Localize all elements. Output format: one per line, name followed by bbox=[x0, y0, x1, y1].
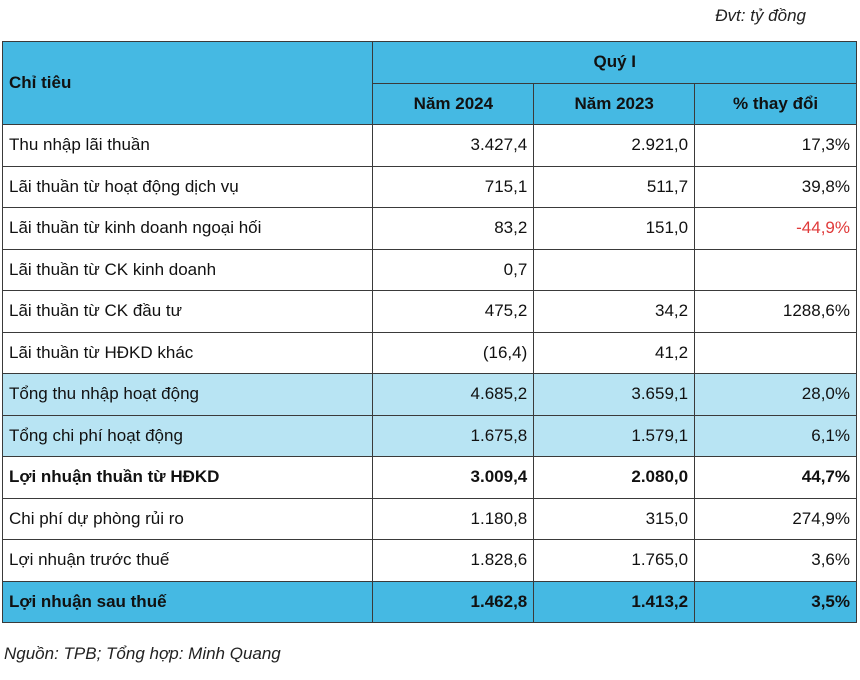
value-change: 44,7% bbox=[694, 456, 857, 499]
row-label: Chi phí dự phòng rủi ro bbox=[1, 497, 374, 540]
value-2024: 475,2 bbox=[372, 290, 535, 333]
row-label: Lợi nhuận sau thuế bbox=[1, 580, 374, 623]
table-row: Lợi nhuận trước thuế 1.828,6 1.765,0 3,6% bbox=[1, 539, 857, 582]
value-2024: (16,4) bbox=[372, 331, 535, 374]
financial-table: Chỉ tiêu Quý I Năm 2024 Năm 2023 % thay … bbox=[1, 41, 857, 623]
value-2024: 1.180,8 bbox=[372, 497, 535, 540]
table-row: Lãi thuần từ HĐKD khác (16,4) 41,2 bbox=[1, 331, 857, 374]
table-row: Thu nhập lãi thuần 3.427,4 2.921,0 17,3% bbox=[1, 124, 857, 167]
row-label: Tổng thu nhập hoạt động bbox=[1, 373, 374, 416]
row-label: Lãi thuần từ CK đầu tư bbox=[1, 290, 374, 333]
value-2024: 83,2 bbox=[372, 207, 535, 250]
value-2023: 315,0 bbox=[533, 497, 696, 540]
header-year-2024: Năm 2024 bbox=[372, 82, 535, 125]
table-row: Lãi thuần từ kinh doanh ngoại hối 83,2 151… bbox=[1, 207, 857, 250]
value-change: 1288,6% bbox=[694, 290, 857, 333]
value-2024: 715,1 bbox=[372, 165, 535, 208]
table-row: Tổng thu nhập hoạt động 4.685,2 3.659,1 28,… bbox=[1, 373, 857, 416]
value-2023: 1.413,2 bbox=[533, 580, 696, 623]
value-2023: 1.579,1 bbox=[533, 414, 696, 457]
value-change: 3,5% bbox=[694, 580, 857, 623]
header-year-2023: Năm 2023 bbox=[533, 82, 696, 125]
value-change: 274,9% bbox=[694, 497, 857, 540]
value-change bbox=[694, 331, 857, 374]
row-label: Thu nhập lãi thuần bbox=[1, 124, 374, 167]
value-2023: 2.080,0 bbox=[533, 456, 696, 499]
row-label: Lãi thuần từ hoạt động dịch vụ bbox=[1, 165, 374, 208]
value-2023: 151,0 bbox=[533, 207, 696, 250]
value-change: -44,9% bbox=[694, 207, 857, 250]
row-label: Lãi thuần từ CK kinh doanh bbox=[1, 248, 374, 291]
value-2023: 1.765,0 bbox=[533, 539, 696, 582]
table-row: Chi phí dự phòng rủi ro 1.180,8 315,0 274,9… bbox=[1, 497, 857, 540]
row-label: Lãi thuần từ HĐKD khác bbox=[1, 331, 374, 374]
value-2023 bbox=[533, 248, 696, 291]
table-row: Lãi thuần từ hoạt động dịch vụ 715,1 511,7… bbox=[1, 165, 857, 208]
row-label: Lợi nhuận trước thuế bbox=[1, 539, 374, 582]
source-note: Nguồn: TPB; Tổng hợp: Minh Quang bbox=[4, 644, 281, 663]
value-2024: 3.427,4 bbox=[372, 124, 535, 167]
table-row: Lãi thuần từ CK đầu tư 475,2 34,2 1288,6% bbox=[1, 290, 857, 333]
value-change: 17,3% bbox=[694, 124, 857, 167]
value-change: 6,1% bbox=[694, 414, 857, 457]
value-2024: 1.675,8 bbox=[372, 414, 535, 457]
unit-label: Đvt: tỷ đồng bbox=[715, 6, 806, 25]
value-change: 28,0% bbox=[694, 373, 857, 416]
value-2023: 2.921,0 bbox=[533, 124, 696, 167]
table-row: Tổng chi phí hoạt động 1.675,8 1.579,1 6,1% bbox=[1, 414, 857, 457]
header-change: % thay đổi bbox=[694, 82, 857, 125]
value-2024: 3.009,4 bbox=[372, 456, 535, 499]
value-2024: 1.828,6 bbox=[372, 539, 535, 582]
value-change bbox=[694, 248, 857, 291]
table-body: Thu nhập lãi thuần 3.427,4 2.921,0 17,3% Lãi… bbox=[1, 124, 857, 623]
value-2023: 3.659,1 bbox=[533, 373, 696, 416]
row-label: Lợi nhuận thuần từ HĐKD bbox=[1, 456, 374, 499]
value-2023: 511,7 bbox=[533, 165, 696, 208]
value-2024: 1.462,8 bbox=[372, 580, 535, 623]
header-label: Chỉ tiêu bbox=[1, 41, 374, 125]
header-quarter: Quý I bbox=[372, 41, 857, 84]
table-row: Lợi nhuận thuần từ HĐKD 3.009,4 2.080,0 44,… bbox=[1, 456, 857, 499]
value-2023: 41,2 bbox=[533, 331, 696, 374]
value-2023: 34,2 bbox=[533, 290, 696, 333]
value-change: 3,6% bbox=[694, 539, 857, 582]
row-label: Tổng chi phí hoạt động bbox=[1, 414, 374, 457]
value-change: 39,8% bbox=[694, 165, 857, 208]
value-2024: 4.685,2 bbox=[372, 373, 535, 416]
row-label: Lãi thuần từ kinh doanh ngoại hối bbox=[1, 207, 374, 250]
table-row: Lợi nhuận sau thuế 1.462,8 1.413,2 3,5% bbox=[1, 580, 857, 623]
value-2024: 0,7 bbox=[372, 248, 535, 291]
table-row: Lãi thuần từ CK kinh doanh 0,7 bbox=[1, 248, 857, 291]
